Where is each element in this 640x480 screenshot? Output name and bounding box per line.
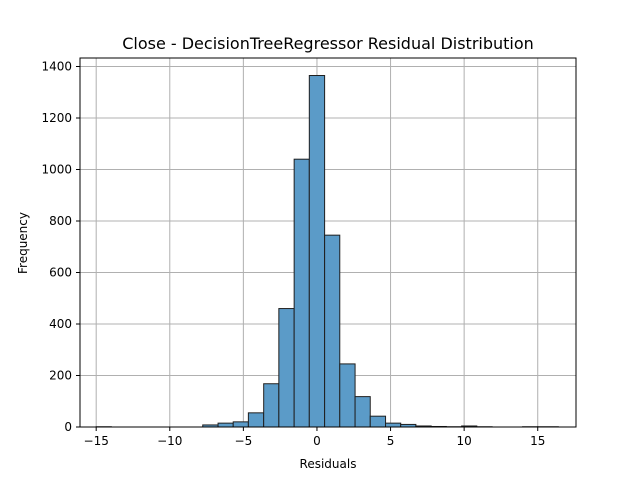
histogram-bar <box>339 363 356 428</box>
x-tick-label: 15 <box>530 434 545 448</box>
x-tick-label: 0 <box>313 434 321 448</box>
x-axis-ticks: −15 −10 −5 0 5 10 15 <box>84 427 545 448</box>
chart-title: Close - DecisionTreeRegressor Residual D… <box>122 34 534 53</box>
plot-area-frame <box>79 57 577 428</box>
x-tick-label: 5 <box>387 434 395 448</box>
y-tick-label: 0 <box>64 420 72 434</box>
x-tick-label: 10 <box>457 434 472 448</box>
y-axis-label: Frequency <box>16 212 30 274</box>
x-tick-label: −15 <box>84 434 109 448</box>
histogram-bar <box>263 383 280 428</box>
y-tick-label: 1000 <box>41 162 72 176</box>
histogram-bar <box>217 422 234 428</box>
histogram-bar <box>354 396 371 428</box>
x-axis-label: Residuals <box>300 457 357 471</box>
histogram-bar <box>324 234 341 428</box>
histogram-bar <box>369 415 387 428</box>
y-tick-label: 200 <box>49 368 72 382</box>
histogram-bar <box>232 421 249 428</box>
y-tick-label: 600 <box>49 265 72 279</box>
histogram-bar <box>385 422 402 428</box>
y-tick-label: 1200 <box>41 111 72 125</box>
histogram-bar <box>308 75 326 428</box>
y-tick-label: 400 <box>49 317 72 331</box>
histogram-bar <box>247 412 265 428</box>
histogram-bar <box>293 158 310 428</box>
x-tick-label: −5 <box>235 434 253 448</box>
y-tick-label: 1400 <box>41 59 72 73</box>
y-axis-ticks: 0 200 400 600 800 1000 1200 1400 <box>41 59 80 434</box>
x-tick-label: −10 <box>157 434 182 448</box>
y-tick-label: 800 <box>49 214 72 228</box>
histogram-bar <box>278 308 295 428</box>
